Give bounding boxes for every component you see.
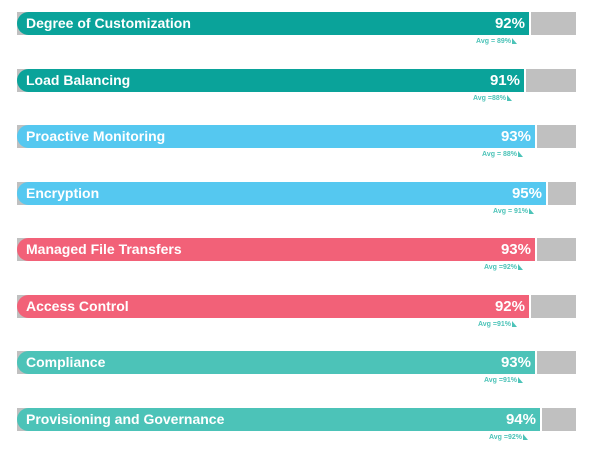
average-label: Avg = 91%	[454, 207, 534, 215]
bar-fill	[17, 407, 542, 431]
bar-value-label: 93%	[500, 354, 531, 371]
average-value-text: Avg = 88%	[482, 151, 517, 158]
bar-value-label: 94%	[505, 410, 536, 428]
average-label: Avg =88%	[432, 94, 512, 102]
average-value-text: Avg =91%	[477, 320, 511, 328]
bar-fill	[17, 12, 531, 35]
bar-row: Proactive Monitoring 93% Avg = 88%	[17, 125, 576, 169]
average-marker-icon	[518, 264, 523, 270]
average-marker-icon	[507, 94, 512, 101]
average-marker-icon	[512, 38, 517, 44]
bar-row: Managed File Transfers 93% Avg =92%	[17, 238, 576, 282]
bar-value-label: 95%	[511, 184, 542, 202]
average-marker-icon	[523, 433, 528, 440]
average-label: Avg =92%	[443, 264, 523, 271]
bar-category-label: Compliance	[26, 354, 106, 370]
average-label: Avg =91%	[443, 377, 523, 384]
average-marker-icon	[518, 377, 523, 383]
bar-category-label: Proactive Monitoring	[26, 128, 166, 144]
bar-fill	[17, 351, 537, 374]
bar-category-label: Encryption	[26, 184, 100, 201]
bar-row: Load Balancing 91% Avg =88%	[17, 68, 576, 113]
average-value-text: Avg =91%	[483, 377, 517, 384]
average-value-text: Avg =92%	[483, 264, 517, 271]
average-value-text: Avg = 91%	[493, 207, 528, 215]
bar-category-label: Provisioning and Governance	[26, 410, 225, 427]
bar-row: Access Control 92% Avg =91%	[17, 294, 576, 339]
bar-row: Degree of Customization 92% Avg = 89%	[17, 12, 576, 56]
average-label: Avg = 89%	[437, 38, 517, 45]
average-value-text: Avg =88%	[472, 94, 506, 102]
average-label: Avg =91%	[437, 320, 517, 328]
bar-value-label: 92%	[494, 297, 525, 315]
average-value-text: Avg = 89%	[476, 38, 511, 45]
bar-fill	[17, 181, 548, 205]
average-marker-icon	[512, 320, 517, 327]
bar-value-label: 92%	[494, 15, 525, 32]
bar-fill	[17, 238, 537, 261]
average-value-text: Avg =92%	[488, 433, 522, 441]
bar-fill	[17, 125, 537, 148]
bar-row: Encryption 95% Avg = 91%	[17, 181, 576, 226]
bar-row: Compliance 93% Avg =91%	[17, 351, 576, 395]
bar-value-label: 93%	[500, 241, 531, 258]
average-label: Avg = 88%	[443, 151, 523, 158]
bar-value-label: 93%	[500, 128, 531, 145]
average-label: Avg =92%	[448, 433, 528, 441]
bar-category-label: Degree of Customization	[26, 15, 191, 31]
bar-fill	[17, 68, 526, 92]
bar-row: Provisioning and Governance 94% Avg =92%	[17, 407, 576, 452]
bar-category-label: Access Control	[26, 297, 129, 314]
average-marker-icon	[518, 151, 523, 157]
bar-category-label: Managed File Transfers	[26, 241, 182, 257]
bar-category-label: Load Balancing	[26, 71, 131, 88]
average-marker-icon	[529, 207, 534, 214]
bar-fill	[17, 294, 531, 318]
bar-value-label: 91%	[489, 71, 520, 89]
